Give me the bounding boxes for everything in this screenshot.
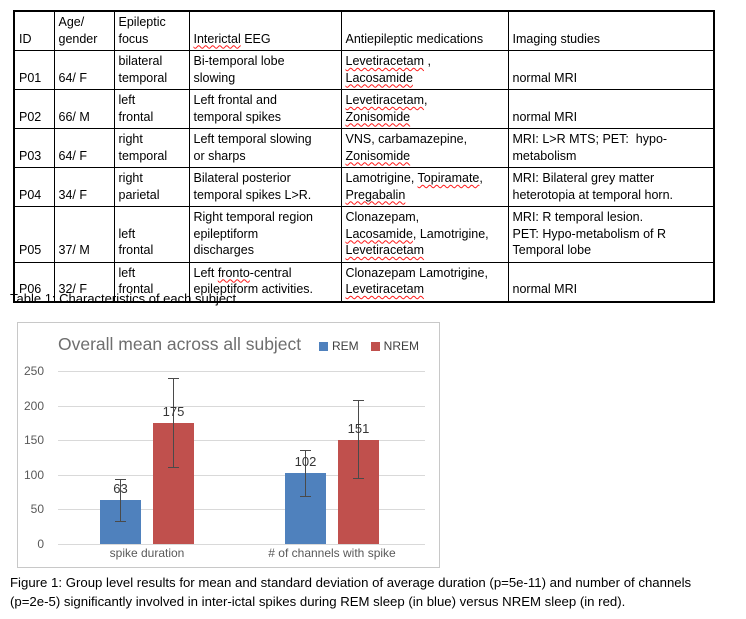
x-axis-category-label: # of channels with spike	[268, 546, 396, 560]
table-cell: Left fronto-central epileptiform activit…	[188, 261, 342, 302]
y-axis-tick-label: 50	[30, 502, 44, 517]
table-cell: Levetiracetam, Zonisomide	[340, 89, 509, 129]
table-cell: 37/ M	[53, 206, 115, 263]
legend-item-nrem: NREM	[370, 339, 419, 353]
header-cell: Epileptic focus	[113, 10, 190, 51]
subject-characteristics-table: ID Age/ gender Epileptic focus Interictal E…	[13, 10, 715, 303]
table-cell: MRI: R temporal lesion. PET: Hypo-metabo…	[507, 206, 715, 263]
table-cell: P06	[13, 261, 55, 302]
table-cell: Left temporal slowing or sharps	[188, 128, 342, 168]
table-cell: 64/ F	[53, 128, 115, 168]
error-bar-cap	[353, 477, 364, 479]
table-cell: 64/ F	[53, 50, 115, 90]
table-cell: Right temporal region epileptiform disch…	[188, 206, 342, 263]
legend-label: REM	[331, 339, 359, 353]
bar-chart: Overall mean across all subject REM NREM…	[17, 322, 440, 568]
table-cell: MRI: L>R MTS; PET: hypo- metabolism	[507, 128, 715, 168]
table-cell: MRI: Bilateral grey matter heterotopia a…	[507, 167, 715, 207]
table-cell: left frontal	[113, 261, 190, 302]
table-cell: normal MRI	[507, 261, 715, 302]
bar-value-label: 175	[162, 403, 185, 419]
table-cell: Left frontal and temporal spikes	[188, 89, 342, 129]
table-cell: P01	[13, 50, 55, 90]
header-cell: Interictal EEG	[188, 10, 342, 51]
error-bar-line	[305, 449, 306, 497]
y-axis-tick-label: 200	[23, 398, 44, 413]
table-cell: 66/ M	[53, 89, 115, 129]
gridline	[58, 405, 425, 407]
chart-legend: REM NREM	[318, 339, 419, 353]
error-bar-cap	[168, 466, 179, 468]
table-cell: left frontal	[113, 89, 190, 129]
table-cell: bilateral temporal	[113, 50, 190, 90]
bar-value-label: 102	[294, 454, 317, 470]
y-axis-tick-label: 250	[23, 364, 44, 378]
table-cell: right temporal	[113, 128, 190, 168]
header-cell: ID	[13, 10, 55, 51]
legend-swatch	[370, 341, 380, 351]
table-cell: normal MRI	[507, 50, 715, 90]
table-cell: P03	[13, 128, 55, 168]
y-axis-tick-label: 100	[23, 467, 44, 482]
table-cell: Clonazepam, Lacosamide, Lamotrigine, Lev…	[340, 206, 509, 263]
table-header-row: ID Age/ gender Epileptic focus Interictal E…	[13, 10, 715, 51]
table-cell: P05	[13, 206, 55, 263]
table-cell: 32/ F	[53, 261, 115, 302]
x-axis-category-label: spike duration	[109, 546, 185, 560]
header-cell: Antiepileptic medications	[340, 10, 509, 51]
header-cell: Age/ gender	[53, 10, 115, 51]
error-bar-line	[358, 400, 359, 479]
error-bar-cap	[353, 400, 364, 402]
table-caption: Table 1: Characteristics of each subject…	[10, 291, 240, 306]
bar-value-label: 151	[347, 420, 370, 436]
table-cell: P04	[13, 167, 55, 207]
error-bar-cap	[300, 449, 311, 451]
chart-title: Overall mean across all subject	[58, 334, 302, 354]
header-cell: Imaging studies	[507, 10, 715, 51]
table-cell: Levetiracetam , Lacosamide	[340, 50, 509, 90]
table-cell: left frontal	[113, 206, 190, 263]
table-cell: Lamotrigine, Topiramate, Pregabalin	[340, 167, 509, 207]
legend-swatch	[318, 341, 328, 351]
error-bar-cap	[168, 377, 179, 379]
y-axis-tick-label: 150	[23, 433, 44, 448]
figure-caption: Figure 1: Group level results for mean a…	[10, 575, 692, 609]
table-cell: Clonazepam Lamotrigine, Levetiracetam	[340, 261, 509, 302]
error-bar-line	[173, 377, 174, 468]
legend-label: NREM	[383, 339, 419, 353]
table-cell: P02	[13, 89, 55, 129]
table-cell: 34/ F	[53, 167, 115, 207]
error-bar-cap	[300, 495, 311, 497]
error-bar-cap	[115, 478, 126, 480]
table-cell: Bilateral posterior temporal spikes L>R.	[188, 167, 342, 207]
bar-value-label: 63	[113, 481, 128, 497]
table-cell: Bi-temporal lobe slowing	[188, 50, 342, 90]
error-bar-cap	[115, 520, 126, 522]
gridline	[58, 509, 425, 511]
table-cell: normal MRI	[507, 89, 715, 129]
gridline	[58, 440, 425, 442]
gridline	[58, 544, 425, 545]
table-cell: right parietal	[113, 167, 190, 207]
legend-item-rem: REM	[318, 339, 359, 353]
table-cell: VNS, carbamazepine, Zonisomide	[340, 128, 509, 168]
y-axis-tick-label: 0	[37, 537, 44, 551]
error-bar-line	[120, 478, 121, 522]
gridline	[58, 371, 425, 372]
gridline	[58, 474, 425, 476]
